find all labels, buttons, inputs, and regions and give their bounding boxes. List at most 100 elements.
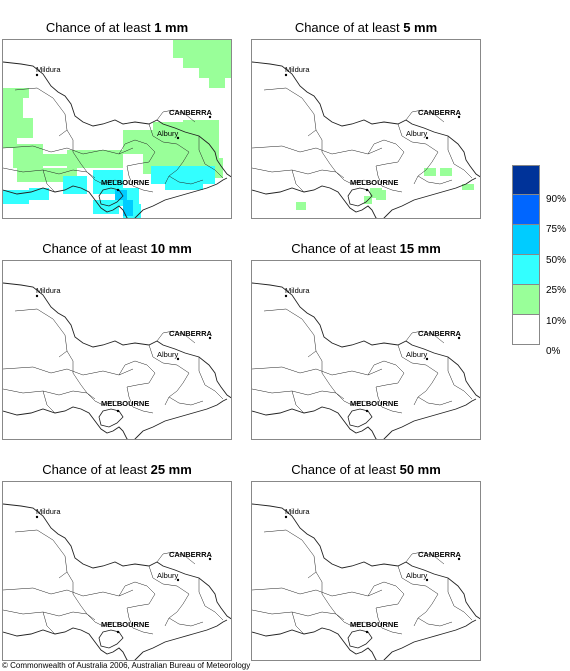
district-boundary: [405, 109, 445, 123]
albury-marker: [425, 136, 429, 140]
district-boundary: [375, 165, 403, 193]
canberra-marker: [457, 336, 461, 340]
district-boundary: [156, 330, 196, 344]
victoria-map-svg: Mildura CANBERRA Albury MELBOURNE: [3, 40, 231, 218]
state-border-line: [3, 282, 231, 399]
melbourne-label: MELBOURNE: [350, 399, 398, 408]
mildura-marker: [284, 515, 288, 519]
district-boundary: [3, 145, 134, 155]
legend-swatch-0: [512, 315, 540, 345]
albury-marker: [176, 578, 180, 582]
state-border-line: [252, 503, 480, 620]
district-boundary: [86, 613, 124, 627]
melbourne-marker: [116, 630, 120, 634]
port-phillip-bay: [98, 187, 124, 207]
canberra-label: CANBERRA: [169, 329, 213, 338]
legend-swatch-25: [512, 255, 540, 285]
district-boundary: [263, 308, 317, 358]
panel-title: Chance of at least 50 mm: [291, 462, 441, 477]
coastline: [3, 398, 228, 439]
victoria-map-svg: Mildura CANBERRA Albury MELBOURNE: [3, 503, 231, 660]
mildura-label: Mildura: [36, 65, 61, 74]
victoria-map-svg: Mildura CANBERRA Albury MELBOURNE: [252, 503, 480, 660]
map-5mm: Mildura CANBERRA Albury MELBOURNE: [251, 39, 481, 219]
rain-probability-cell: [3, 190, 29, 204]
panel-title: Chance of at least 1 mm: [45, 20, 189, 35]
district-boundary: [156, 109, 196, 123]
rain-probability-cell: [183, 120, 219, 160]
victoria-map-svg: Mildura CANBERRA Albury MELBOURNE: [252, 282, 480, 439]
canberra-marker: [457, 557, 461, 561]
rain-probability-cell: [123, 200, 133, 216]
rain-probability-cell: [67, 150, 123, 168]
district-boundary: [375, 607, 403, 635]
district-boundary: [168, 175, 204, 185]
district-boundary: [3, 609, 88, 617]
map-1mm: Mildura CANBERRA Albury MELBOURNE: [2, 39, 232, 219]
district-boundary: [417, 396, 453, 406]
mildura-label: Mildura: [36, 286, 61, 295]
melbourne-marker: [116, 188, 120, 192]
rain-probability-cell: [183, 58, 231, 68]
probability-legend: [512, 165, 540, 345]
rain-probability-cell: [440, 168, 452, 176]
mildura-marker: [35, 73, 39, 77]
rain-probability-cell: [123, 216, 133, 218]
copyright-notice: © Commonwealth of Australia 2006, Austra…: [2, 661, 251, 670]
melbourne-label: MELBOURNE: [101, 399, 149, 408]
mildura-label: Mildura: [36, 507, 61, 516]
district-boundary: [164, 372, 190, 406]
map-50mm: Mildura CANBERRA Albury MELBOURNE: [251, 481, 481, 661]
port-phillip-bay: [98, 408, 124, 428]
map-10mm: Mildura CANBERRA Albury MELBOURNE: [2, 260, 232, 440]
melbourne-label: MELBOURNE: [101, 178, 149, 187]
district-boundary: [291, 169, 305, 193]
rain-probability-cell: [462, 184, 474, 190]
canberra-marker: [208, 557, 212, 561]
rain-probability-cell: [3, 98, 23, 118]
district-boundary: [252, 366, 383, 376]
panel-title: Chance of at least 5 mm: [294, 20, 438, 35]
district-boundary: [42, 169, 56, 193]
district-boundary: [375, 386, 403, 414]
district-boundary: [291, 390, 305, 414]
district-boundary: [252, 167, 337, 175]
district-boundary: [86, 392, 124, 406]
district-boundary: [156, 551, 196, 565]
district-boundary: [126, 386, 154, 414]
map-15mm: Mildura CANBERRA Albury MELBOURNE: [251, 260, 481, 440]
albury-label: Albury: [157, 129, 179, 138]
district-boundary: [118, 581, 156, 609]
state-border-line: [3, 61, 231, 178]
canberra-marker: [208, 336, 212, 340]
albury-label: Albury: [406, 129, 428, 138]
victoria-map-svg: Mildura CANBERRA Albury MELBOURNE: [3, 282, 231, 439]
melbourne-label: MELBOURNE: [350, 620, 398, 629]
victoria-map-svg: Mildura CANBERRA Albury MELBOURNE: [252, 61, 480, 218]
district-boundary: [397, 344, 439, 374]
district-boundary: [3, 587, 134, 597]
mildura-label: Mildura: [285, 286, 310, 295]
state-border-line: [3, 503, 231, 620]
district-boundary: [405, 330, 445, 344]
legend-label-10: 10%: [546, 316, 567, 327]
district-boundary: [198, 136, 224, 179]
canberra-label: CANBERRA: [169, 550, 213, 559]
port-phillip-bay: [347, 187, 373, 207]
rain-probability-cell: [165, 180, 203, 190]
melbourne-marker: [365, 409, 369, 413]
district-boundary: [263, 87, 317, 137]
port-phillip-bay: [98, 629, 124, 649]
canberra-label: CANBERRA: [418, 550, 462, 559]
mildura-marker: [35, 515, 39, 519]
district-boundary: [118, 139, 156, 167]
melbourne-marker: [365, 188, 369, 192]
district-boundary: [315, 129, 345, 179]
district-boundary: [335, 171, 373, 185]
district-boundary: [148, 123, 190, 153]
mildura-marker: [284, 73, 288, 77]
coastline: [252, 398, 477, 439]
district-boundary: [148, 344, 190, 374]
canberra-label: CANBERRA: [418, 108, 462, 117]
district-boundary: [447, 136, 473, 179]
